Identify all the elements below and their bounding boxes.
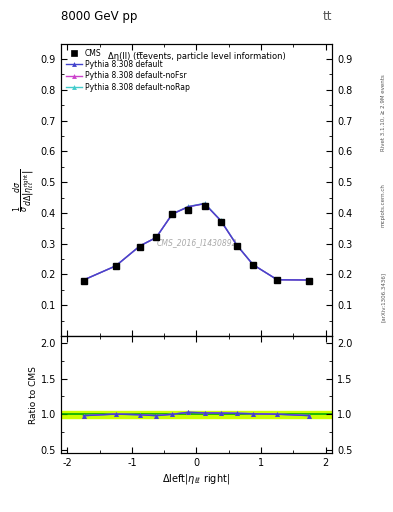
Text: CMS_2016_I1430892: CMS_2016_I1430892: [156, 238, 237, 247]
X-axis label: $\Delta\mathrm{left}|\eta_{\ell\ell}\ \mathrm{right}|$: $\Delta\mathrm{left}|\eta_{\ell\ell}\ \m…: [162, 472, 231, 486]
Text: Rivet 3.1.10, ≥ 2.9M events: Rivet 3.1.10, ≥ 2.9M events: [381, 74, 386, 151]
Y-axis label: $\frac{1}{\sigma}\frac{d\sigma}{d\Delta\left|\eta_{\ell\ell}^{\rm right}\right|}: $\frac{1}{\sigma}\frac{d\sigma}{d\Delta\…: [11, 168, 38, 211]
Bar: [61, 411, 332, 418]
Legend: CMS, Pythia 8.308 default, Pythia 8.308 default-noFsr, Pythia 8.308 default-noRa: CMS, Pythia 8.308 default, Pythia 8.308 …: [65, 47, 191, 93]
Y-axis label: Ratio to CMS: Ratio to CMS: [29, 366, 38, 423]
Text: Δη(ll) (tt̅events, particle level information): Δη(ll) (tt̅events, particle level inform…: [108, 52, 285, 61]
Text: 8000 GeV pp: 8000 GeV pp: [61, 10, 137, 23]
Text: tt: tt: [323, 10, 332, 23]
Text: mcplots.cern.ch: mcplots.cern.ch: [381, 183, 386, 227]
Text: [arXiv:1306.3436]: [arXiv:1306.3436]: [381, 272, 386, 322]
